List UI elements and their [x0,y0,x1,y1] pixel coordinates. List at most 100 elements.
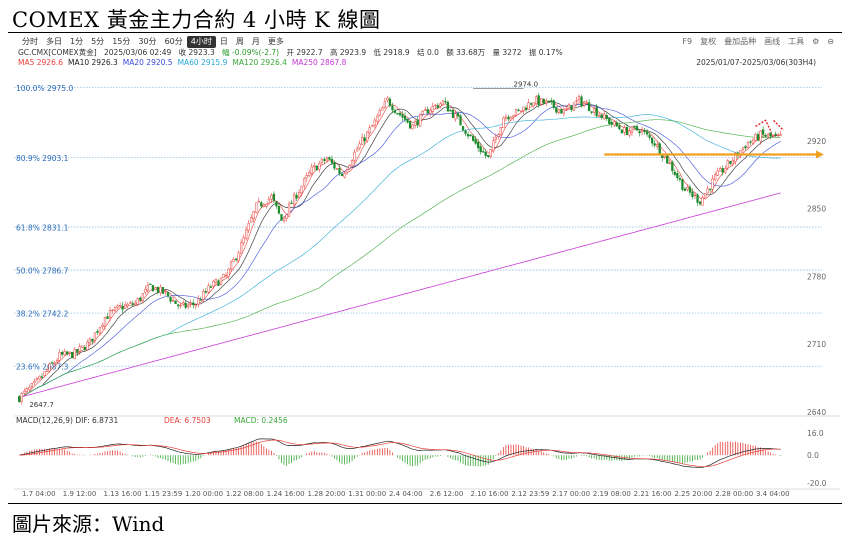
candle-273 [706,185,709,194]
candle-body [217,280,220,286]
candle-21 [71,351,74,359]
candle-body [527,102,530,110]
candle-201 [524,105,528,113]
candle-body [55,359,59,363]
candle-230 [598,112,601,118]
candle-body [343,173,346,178]
y-tick-4: 2920 [807,137,826,146]
tool-button-3[interactable]: 画线 [764,37,781,46]
candle-121 [323,157,326,164]
candle-body [779,134,782,136]
period-tab-0[interactable]: 分时 [22,37,38,46]
candle-body [305,175,308,179]
candle-30 [93,332,97,344]
candle-body [255,202,258,213]
tool-button-4[interactable]: 工具 [788,37,805,46]
candle-37 [111,309,114,314]
period-tab-10[interactable]: 月 [251,37,260,46]
tool-button-2[interactable]: 叠加品种 [724,37,757,46]
candle-body [540,98,543,105]
period-tab-8[interactable]: 日 [219,37,228,46]
candle-body [366,131,369,142]
candle-137 [363,134,366,145]
candle-143 [378,108,381,117]
candle-229 [595,104,598,118]
annotations: 2974.0 2647.7 [29,81,824,409]
candle-53 [151,285,155,292]
macd-label: MACD(12,26,9) DIF: 6.8731 [16,416,118,425]
candle-body [345,169,349,174]
ma-legend: MA5 2926.6 MA10 2926.3 MA20 2920.5 MA60 291… [18,58,351,68]
candle-body [396,112,399,115]
tool-button-6[interactable]: ⊖ [827,37,834,46]
period-tab-1[interactable]: 多日 [46,37,62,46]
tool-button-0[interactable]: F9 [682,37,693,46]
candle-207 [540,97,543,106]
candle-125 [333,160,336,171]
macd-dea-line [19,439,781,468]
candle-214 [557,108,560,115]
period-tab-5[interactable]: 30分 [138,37,157,46]
candle-body [124,304,127,309]
candle-241 [625,123,629,136]
candle-body [25,388,28,393]
projection-arrow-b [773,119,785,131]
candle-271 [701,194,704,206]
candle-body [504,116,508,119]
candle-body [658,143,661,155]
candle-body [434,104,437,107]
candle-194 [507,114,510,122]
candle-body [724,168,727,173]
candle-body [630,126,634,133]
candle-body [116,305,119,308]
candle-272 [703,193,707,200]
x-tick-3: 1.15 23:59 [144,490,182,498]
candle-203 [529,102,533,106]
candle-232 [603,110,606,120]
candle-152 [401,111,404,121]
candle-body [66,351,69,355]
candle-body [265,203,268,207]
candle-213 [555,107,558,115]
period-tab-2[interactable]: 1分 [70,37,84,46]
candle-250 [648,131,651,141]
candle-245 [635,123,639,132]
candle-256 [663,155,666,159]
candle-200 [522,106,525,115]
candle-115 [308,169,311,178]
candle-body [459,115,462,126]
high-annotation: 2974.0 [514,81,539,89]
candle-74 [204,288,207,294]
kline-chart: 100.0% 2975.0 80.9% 2903.1 61.8% 2831.1 50.… [14,81,840,498]
candle-body [88,338,91,344]
candle-body [461,126,465,131]
candle-25 [81,345,84,349]
period-tab-3[interactable]: 5分 [91,37,105,46]
candle-body [358,143,361,149]
tool-button-1[interactable]: 复权 [700,37,717,46]
candle-251 [651,137,654,147]
candle-64 [179,303,182,309]
candle-body [444,101,447,103]
candle-108 [290,199,293,204]
period-tab-4[interactable]: 15分 [112,37,131,46]
candle-295 [761,126,765,138]
candle-40 [118,302,122,308]
open-label: 开 2922.7 [286,48,323,57]
tool-button-5[interactable]: ⚙ [812,37,820,46]
period-tab-6[interactable]: 60分 [164,37,183,46]
period-tab-11[interactable]: 更多 [267,37,284,46]
candle-body [325,157,329,162]
candle-body [212,280,215,287]
candle-body [245,229,248,239]
period-tab-9[interactable]: 周 [235,37,244,46]
candle-body [292,193,296,205]
period-tab-7[interactable]: 4小时 [186,36,216,48]
candle-body [719,168,722,172]
low-annotation: 2647.7 [29,401,54,409]
candle-body [766,133,770,137]
candle-216 [562,106,566,117]
candle-body [628,130,631,136]
candle-body [139,297,142,301]
candle-body [466,134,470,137]
